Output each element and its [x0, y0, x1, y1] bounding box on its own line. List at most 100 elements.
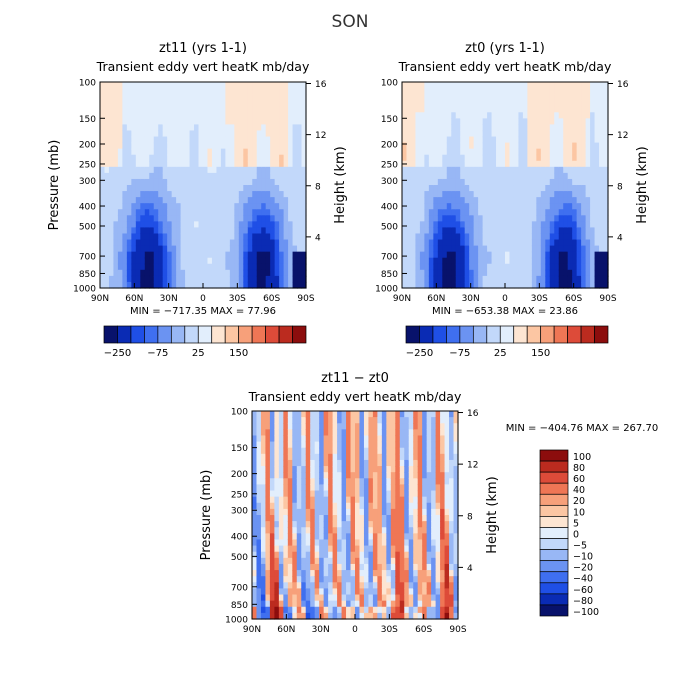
- heatmap-cell: [386, 417, 392, 424]
- heatmap-cell: [487, 142, 493, 150]
- heatmap-cell: [518, 221, 524, 229]
- heatmap-cell: [220, 82, 226, 89]
- heatmap-cell: [198, 172, 204, 180]
- heatmap-cell: [274, 417, 280, 424]
- heatmap-cell: [536, 172, 542, 180]
- heatmap-cell: [585, 239, 591, 247]
- heatmap-cell: [216, 148, 222, 156]
- heatmap-cell: [576, 142, 582, 150]
- heatmap-cell: [319, 612, 325, 620]
- heatmap-cell: [446, 112, 452, 119]
- heatmap-cell: [390, 551, 396, 559]
- heatmap-cell: [531, 154, 537, 162]
- heatmap-cell: [171, 136, 177, 144]
- heatmap-cell: [288, 172, 294, 180]
- heatmap-cell: [310, 490, 316, 498]
- heatmap-cell: [395, 600, 401, 608]
- heatmap-cell: [274, 496, 280, 504]
- heatmap-cell: [153, 185, 159, 192]
- heatmap-cell: [113, 197, 119, 204]
- heatmap-cell: [404, 490, 410, 498]
- heatmap-cell: [274, 521, 280, 528]
- heatmap-cell: [305, 612, 311, 620]
- heatmap-cell: [422, 606, 428, 614]
- heatmap-cell: [413, 466, 419, 473]
- heatmap-cell: [216, 118, 222, 126]
- heatmap-cell: [113, 94, 119, 101]
- heatmap-cell: [225, 203, 231, 210]
- heatmap-cell: [431, 429, 437, 437]
- heatmap-cell: [549, 106, 555, 113]
- heatmap-cell: [449, 606, 455, 614]
- heatmap-cell: [473, 100, 479, 107]
- heatmap-cell: [211, 82, 218, 89]
- heatmap-cell: [446, 148, 452, 156]
- heatmap-cell: [337, 478, 343, 486]
- heatmap-cell: [482, 251, 488, 259]
- heatmap-cell: [158, 160, 164, 168]
- heatmap-cell: [314, 600, 320, 608]
- heatmap-cell: [149, 227, 155, 235]
- heatmap-cell: [337, 502, 343, 510]
- heatmap-cell: [522, 178, 528, 186]
- x-tick-label: 30S: [531, 294, 548, 304]
- heatmap-cell: [424, 178, 430, 186]
- heatmap-cell: [117, 172, 123, 180]
- heatmap-cell: [323, 441, 329, 449]
- heatmap-cell: [265, 185, 271, 192]
- heatmap-cell: [549, 172, 555, 180]
- heatmap-cell: [509, 233, 515, 241]
- heatmap-cell: [265, 124, 271, 132]
- heatmap-cell: [505, 106, 511, 113]
- heatmap-cell: [359, 588, 365, 596]
- heatmap-cell: [149, 100, 155, 107]
- heatmap-cell: [419, 257, 425, 265]
- heatmap-cell: [433, 233, 439, 241]
- heatmap-cell: [140, 245, 146, 253]
- heatmap-cell: [402, 154, 408, 162]
- heatmap-cell: [211, 257, 218, 265]
- heatmap-cell: [332, 527, 338, 534]
- heatmap-cell: [536, 148, 542, 156]
- heatmap-cell: [390, 515, 396, 522]
- heatmap-cell: [540, 148, 546, 156]
- heatmap-cell: [234, 148, 240, 156]
- heatmap-cell: [207, 160, 213, 168]
- y-tick-label: 400: [381, 203, 398, 213]
- heatmap-cell: [297, 94, 303, 101]
- heatmap-cell: [599, 215, 605, 222]
- heatmap-cell: [341, 429, 347, 437]
- heatmap-cell: [442, 94, 448, 101]
- heatmap-cell: [522, 166, 528, 174]
- heatmap-cell: [287, 472, 293, 479]
- heatmap-cell: [153, 130, 159, 138]
- heatmap-cell: [590, 263, 596, 271]
- heatmap-cell: [337, 466, 343, 473]
- heatmap-cell: [260, 539, 267, 547]
- heatmap-cell: [153, 251, 159, 259]
- heatmap-cell: [527, 100, 533, 107]
- heatmap-cell: [314, 508, 320, 516]
- heatmap-cell: [417, 557, 423, 565]
- heatmap-cell: [426, 490, 432, 498]
- heatmap-cell: [113, 221, 119, 229]
- heatmap-cell: [464, 257, 470, 265]
- heatmap-cell: [451, 88, 457, 95]
- heatmap-cell: [260, 466, 267, 473]
- heatmap-cell: [180, 178, 186, 186]
- heatmap-cell: [305, 441, 311, 449]
- heatmap-cell: [135, 166, 141, 174]
- heatmap-cell: [518, 275, 524, 283]
- heatmap-cell: [203, 263, 209, 271]
- heatmap-cell: [518, 215, 524, 222]
- heatmap-cell: [247, 263, 253, 271]
- heatmap-cell: [590, 209, 596, 216]
- heatmap-cell: [211, 148, 218, 156]
- panel-subtitle: Transient eddy vert heatK mb/day: [398, 59, 612, 74]
- heatmap-cell: [572, 178, 578, 186]
- heatmap-cell: [283, 490, 289, 498]
- heatmap-cell: [505, 142, 511, 150]
- heatmap-cell: [288, 209, 294, 216]
- heatmap-cell: [491, 94, 497, 101]
- heatmap-cell: [424, 106, 430, 113]
